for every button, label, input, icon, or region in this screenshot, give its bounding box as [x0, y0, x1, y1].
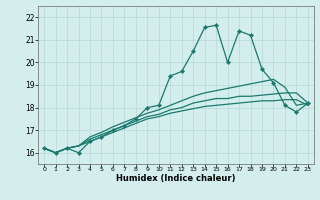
X-axis label: Humidex (Indice chaleur): Humidex (Indice chaleur): [116, 174, 236, 183]
